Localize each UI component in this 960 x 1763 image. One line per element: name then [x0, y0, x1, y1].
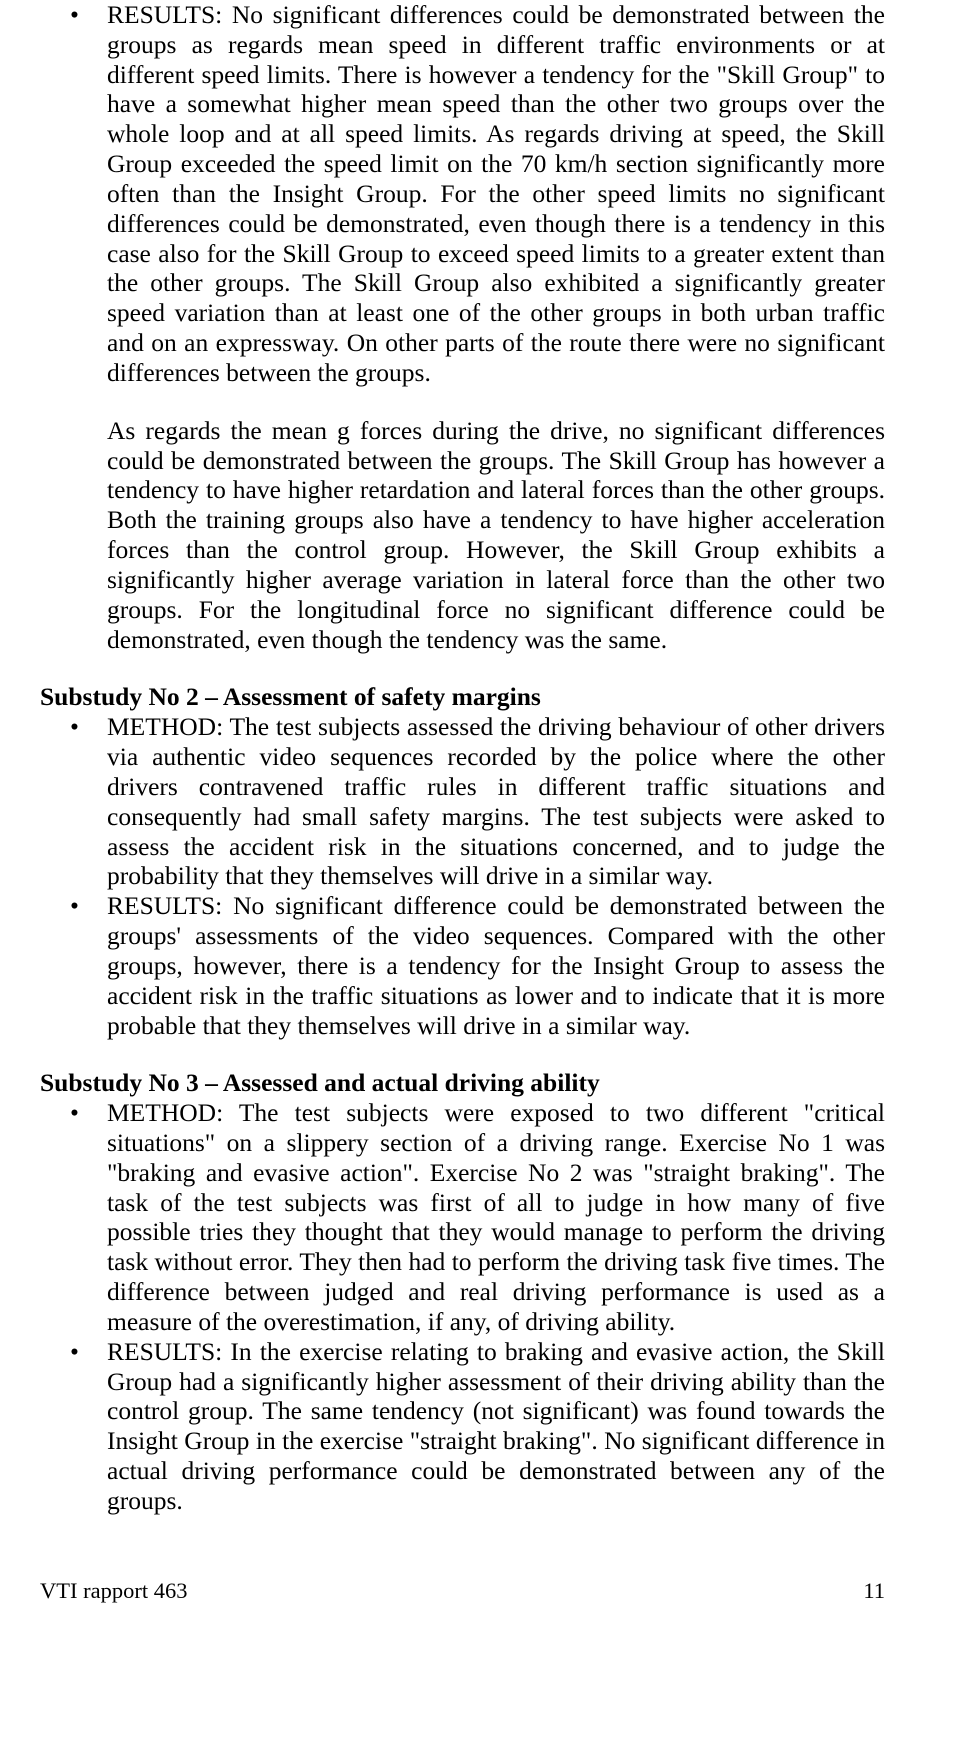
results-text-1: RESULTS: No significant differences coul… — [107, 0, 885, 387]
bullet-icon: • — [70, 891, 79, 921]
footer-left: VTI rapport 463 — [40, 1578, 187, 1604]
substudy-2-method: • METHOD: The test subjects assessed the… — [40, 712, 885, 891]
results-bullet-1: • RESULTS: No significant differences co… — [40, 0, 885, 388]
substudy-3-results-text: RESULTS: In the exercise relating to bra… — [107, 1337, 885, 1515]
footer-right: 11 — [863, 1578, 885, 1604]
bullet-icon: • — [70, 1098, 79, 1128]
substudy-2-results-text: RESULTS: No significant difference could… — [107, 891, 885, 1039]
substudy-3-heading: Substudy No 3 – Assessed and actual driv… — [40, 1068, 885, 1098]
page-footer: VTI rapport 463 11 — [40, 1578, 885, 1604]
substudy-3-results: • RESULTS: In the exercise relating to b… — [40, 1337, 885, 1516]
gforce-text: As regards the mean g forces during the … — [107, 416, 885, 654]
bullet-icon: • — [70, 1337, 79, 1367]
substudy-2-heading: Substudy No 2 – Assessment of safety mar… — [40, 682, 885, 712]
gforce-paragraph: As regards the mean g forces during the … — [40, 416, 885, 655]
substudy-3-method: • METHOD: The test subjects were exposed… — [40, 1098, 885, 1337]
bullet-icon: • — [70, 0, 79, 30]
substudy-2-method-text: METHOD: The test subjects assessed the d… — [107, 712, 885, 890]
substudy-3-method-text: METHOD: The test subjects were exposed t… — [107, 1098, 885, 1336]
bullet-icon: • — [70, 712, 79, 742]
substudy-2-results: • RESULTS: No significant difference cou… — [40, 891, 885, 1040]
